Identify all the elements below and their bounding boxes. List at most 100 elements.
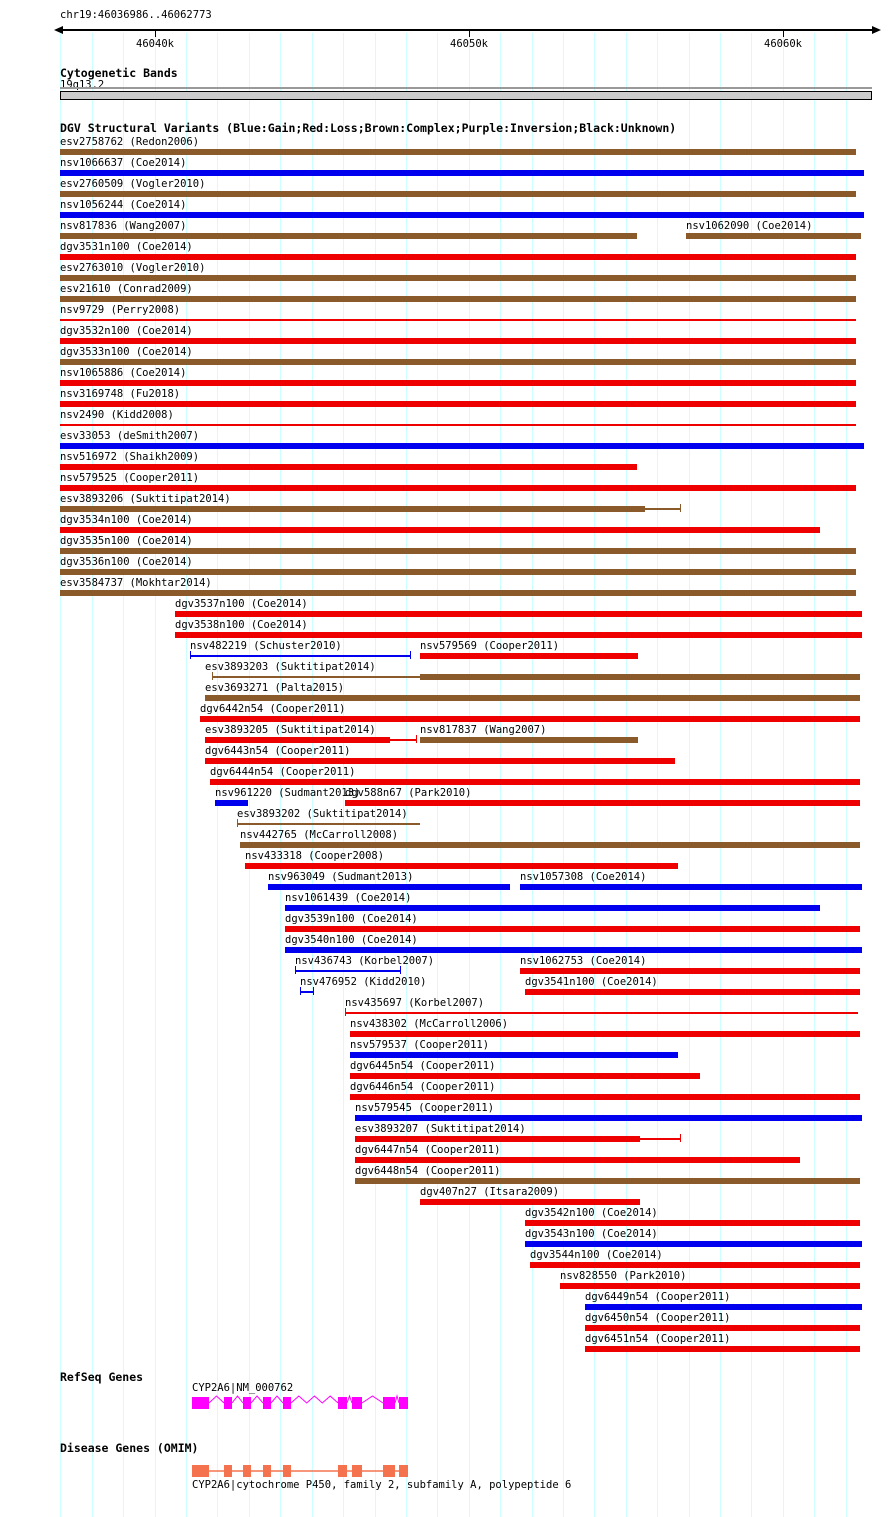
variant-bar[interactable] [585, 1346, 860, 1352]
variant-bar[interactable] [60, 443, 864, 449]
variant-label[interactable]: nsv2490 (Kidd2008) [60, 409, 174, 421]
variant-label[interactable]: dgv3541n100 (Coe2014) [525, 976, 658, 988]
variant-bar[interactable] [355, 1178, 860, 1184]
variant-label[interactable]: nsv817836 (Wang2007) [60, 220, 187, 232]
variant-bar[interactable] [645, 508, 680, 510]
variant-label[interactable]: nsv579545 (Cooper2011) [355, 1102, 495, 1114]
variant-bar[interactable] [60, 275, 856, 281]
variant-label[interactable]: nsv482219 (Schuster2010) [190, 640, 342, 652]
variant-bar[interactable] [190, 655, 410, 657]
variant-label[interactable]: dgv6449n54 (Cooper2011) [585, 1291, 731, 1303]
variant-label[interactable]: dgv3544n100 (Coe2014) [530, 1249, 663, 1261]
variant-bar[interactable] [210, 779, 860, 785]
variant-label[interactable]: dgv3538n100 (Coe2014) [175, 619, 308, 631]
variant-bar[interactable] [345, 800, 860, 806]
variant-label[interactable]: nsv476952 (Kidd2010) [300, 976, 427, 988]
variant-bar[interactable] [60, 233, 637, 239]
variant-bar[interactable] [237, 823, 420, 825]
variant-label[interactable]: dgv3539n100 (Coe2014) [285, 913, 418, 925]
variant-label[interactable]: dgv3537n100 (Coe2014) [175, 598, 308, 610]
variant-bar[interactable] [686, 233, 861, 239]
variant-label[interactable]: nsv436743 (Korbel2007) [295, 955, 435, 967]
variant-label[interactable]: nsv438302 (McCarroll2006) [350, 1018, 509, 1030]
variant-label[interactable]: esv21610 (Conrad2009) [60, 283, 193, 295]
variant-bar[interactable] [355, 1115, 862, 1121]
variant-label[interactable]: esv3893203 (Suktitipat2014) [205, 661, 376, 673]
variant-bar[interactable] [268, 884, 510, 890]
variant-label[interactable]: nsv1057308 (Coe2014) [520, 871, 647, 883]
variant-bar[interactable] [240, 842, 860, 848]
variant-label[interactable]: nsv579569 (Cooper2011) [420, 640, 560, 652]
variant-bar[interactable] [420, 1199, 640, 1205]
variant-bar[interactable] [60, 319, 856, 321]
variant-label[interactable]: dgv6444n54 (Cooper2011) [210, 766, 356, 778]
variant-bar[interactable] [175, 632, 862, 638]
variant-label[interactable]: dgv3533n100 (Coe2014) [60, 346, 193, 358]
variant-label[interactable]: dgv3540n100 (Coe2014) [285, 934, 418, 946]
variant-bar[interactable] [215, 800, 248, 806]
variant-label[interactable]: nsv1056244 (Coe2014) [60, 199, 187, 211]
variant-bar[interactable] [60, 212, 864, 218]
variant-label[interactable]: nsv963049 (Sudmant2013) [268, 871, 414, 883]
variant-bar[interactable] [345, 1012, 858, 1014]
variant-bar[interactable] [295, 970, 400, 972]
variant-label[interactable]: nsv442765 (McCarroll2008) [240, 829, 399, 841]
variant-label[interactable]: dgv6450n54 (Cooper2011) [585, 1312, 731, 1324]
variant-bar[interactable] [520, 968, 860, 974]
variant-bar[interactable] [585, 1304, 862, 1310]
variant-label[interactable]: dgv3543n100 (Coe2014) [525, 1228, 658, 1240]
omim-gene-label[interactable]: CYP2A6|cytochrome P450, family 2, subfam… [192, 1479, 572, 1491]
variant-label[interactable]: esv2763010 (Vogler2010) [60, 262, 206, 274]
variant-bar[interactable] [350, 1073, 700, 1079]
variant-bar[interactable] [60, 149, 856, 155]
variant-label[interactable]: nsv1065886 (Coe2014) [60, 367, 187, 379]
variant-bar[interactable] [350, 1094, 860, 1100]
variant-bar[interactable] [60, 401, 856, 407]
variant-bar[interactable] [420, 653, 638, 659]
variant-bar[interactable] [60, 485, 856, 491]
variant-bar[interactable] [350, 1031, 860, 1037]
variant-bar[interactable] [60, 296, 856, 302]
variant-bar[interactable] [60, 527, 820, 533]
omim-gene-model[interactable] [0, 1462, 890, 1480]
variant-label[interactable]: dgv3534n100 (Coe2014) [60, 514, 193, 526]
variant-label[interactable]: dgv6448n54 (Cooper2011) [355, 1165, 501, 1177]
variant-label[interactable]: dgv6447n54 (Cooper2011) [355, 1144, 501, 1156]
variant-bar[interactable] [205, 695, 860, 701]
variant-bar[interactable] [525, 1241, 862, 1247]
variant-bar[interactable] [525, 989, 860, 995]
variant-bar[interactable] [200, 716, 860, 722]
variant-bar[interactable] [640, 1138, 680, 1140]
variant-bar[interactable] [60, 506, 645, 512]
variant-label[interactable]: dgv3542n100 (Coe2014) [525, 1207, 658, 1219]
variant-bar[interactable] [60, 338, 856, 344]
refseq-gene-model[interactable] [0, 1394, 890, 1412]
variant-label[interactable]: nsv3169748 (Fu2018) [60, 388, 181, 400]
variant-label[interactable]: nsv1062090 (Coe2014) [686, 220, 813, 232]
variant-bar[interactable] [60, 359, 856, 365]
variant-label[interactable]: dgv3531n100 (Coe2014) [60, 241, 193, 253]
variant-bar[interactable] [175, 611, 862, 617]
variant-bar[interactable] [60, 569, 856, 575]
variant-label[interactable]: esv3584737 (Mokhtar2014) [60, 577, 212, 589]
variant-bar[interactable] [60, 590, 856, 596]
variant-label[interactable]: dgv3532n100 (Coe2014) [60, 325, 193, 337]
variant-bar[interactable] [60, 191, 856, 197]
variant-label[interactable]: esv3893205 (Suktitipat2014) [205, 724, 376, 736]
variant-label[interactable]: dgv6446n54 (Cooper2011) [350, 1081, 496, 1093]
variant-label[interactable]: dgv6445n54 (Cooper2011) [350, 1060, 496, 1072]
variant-label[interactable]: nsv579525 (Cooper2011) [60, 472, 200, 484]
variant-label[interactable]: nsv516972 (Shaikh2009) [60, 451, 200, 463]
variant-label[interactable]: nsv9729 (Perry2008) [60, 304, 181, 316]
variant-bar[interactable] [520, 884, 862, 890]
variant-bar[interactable] [60, 424, 856, 426]
variant-label[interactable]: dgv3535n100 (Coe2014) [60, 535, 193, 547]
variant-bar[interactable] [355, 1157, 800, 1163]
variant-bar[interactable] [530, 1262, 860, 1268]
variant-bar[interactable] [390, 739, 416, 741]
variant-label[interactable]: nsv1066637 (Coe2014) [60, 157, 187, 169]
refseq-gene-label[interactable]: CYP2A6|NM_000762 [192, 1382, 294, 1394]
variant-label[interactable]: nsv961220 (Sudmant2013) [215, 787, 361, 799]
variant-label[interactable]: esv2760509 (Vogler2010) [60, 178, 206, 190]
variant-bar[interactable] [420, 737, 638, 743]
